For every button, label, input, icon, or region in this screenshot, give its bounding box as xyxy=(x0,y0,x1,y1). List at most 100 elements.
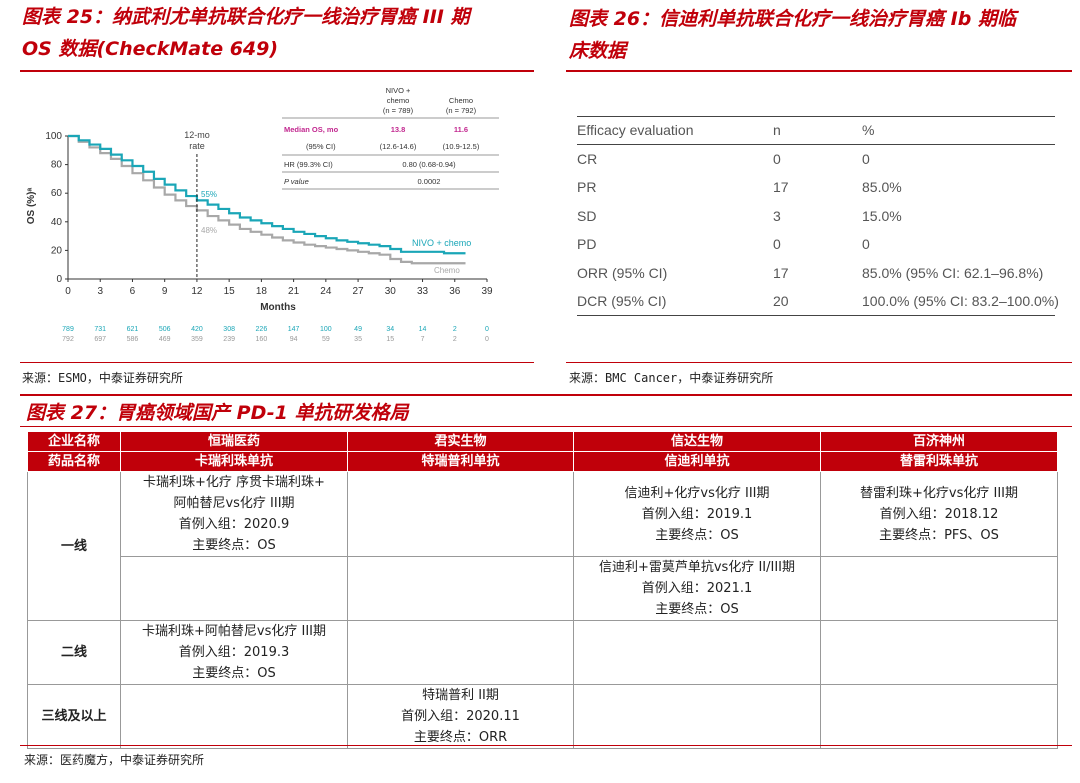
junshi-first-line-cell-b xyxy=(347,556,574,621)
km-x-tick-label: 12 xyxy=(191,286,203,297)
col-nivo-1: NIVO + xyxy=(386,86,411,95)
xinda-first-line-cell-b: 信迪利+雷莫芦单抗vs化疗 II/III期 首例入组：2021.1 主要终点：O… xyxy=(573,556,821,621)
at-risk-chemo: 94 xyxy=(290,336,298,343)
efficacy-top-rule xyxy=(577,116,1055,117)
trial-text: 首例入组：2020.11 xyxy=(401,709,520,724)
km-chemo-curve xyxy=(68,134,466,265)
fig25-title-line2: OS 数据(CheckMate 649) xyxy=(22,38,279,60)
efficacy-cell: 0 xyxy=(862,150,870,167)
company-header: 企业名称 xyxy=(27,431,121,452)
hr-value: 0.80 (0.68-0.94) xyxy=(402,160,456,169)
trial-text: 信迪利+雷莫芦单抗vs化疗 II/III期 xyxy=(598,560,796,575)
baiji-first-line-cell: 替雷利珠+化疗vs化疗 III期 首例入组：2018.12 主要终点：PFS、O… xyxy=(820,471,1058,557)
at-risk-chemo: 792 xyxy=(62,336,74,343)
efficacy-row-orr: ORR (95% CI) 17 85.0% (95% CI: 62.1–96.8… xyxy=(577,259,1055,288)
km-lines xyxy=(68,134,466,265)
at-risk-chemo: 160 xyxy=(256,336,268,343)
first-line-label: 一线 xyxy=(27,471,121,621)
efficacy-table: Efficacy evaluation n % CR 0 0 PR 17 85.… xyxy=(577,116,1059,316)
efficacy-row-cr: CR 0 0 xyxy=(577,145,1055,174)
trial-text: 卡瑞利珠+化疗 序贯卡瑞利珠+ xyxy=(143,475,325,490)
at-risk-nivo: 2 xyxy=(453,326,457,333)
km-summary-table: NIVO + chemo (n = 789) Chemo (n = 792) M… xyxy=(282,86,499,190)
ci-nivo: (12.6-14.6) xyxy=(380,142,417,151)
efficacy-cell: 85.0% xyxy=(862,179,902,195)
km-x-tick-label: 6 xyxy=(130,286,136,297)
efficacy-row-sd: SD 3 15.0% xyxy=(577,202,1055,231)
at-risk-nivo: 420 xyxy=(191,326,203,333)
km-x-tick-label: 24 xyxy=(320,286,332,297)
km-pct-chemo: 48% xyxy=(201,226,217,235)
efficacy-cell: ORR (95% CI) xyxy=(577,264,668,281)
xinda-second-line-cell xyxy=(573,620,821,685)
trial-text: 替雷利珠+化疗vs化疗 III期 xyxy=(860,485,1018,501)
drug-camrelizumab: 卡瑞利珠单抗 xyxy=(120,451,348,472)
at-risk-nivo: 0 xyxy=(485,326,489,333)
first-line-row-b: 信迪利+雷莫芦单抗vs化疗 II/III期 首例入组：2021.1 主要终点：O… xyxy=(28,556,1058,621)
trial-text: 主要终点：OS xyxy=(192,666,276,681)
km-y-tick-label: 80 xyxy=(51,160,63,171)
km-x-tick-label: 33 xyxy=(417,286,429,297)
company-xinda: 信达生物 xyxy=(573,431,821,452)
at-risk-nivo: 147 xyxy=(288,326,300,333)
efficacy-row-pd: PD 0 0 xyxy=(577,230,1055,259)
landscape-drug-row: 药品名称 卡瑞利珠单抗 特瑞普利单抗 信迪利单抗 替雷利珠单抗 xyxy=(27,451,1058,472)
drug-sintilimab: 信迪利单抗 xyxy=(573,451,821,472)
km-y-tick-label: 60 xyxy=(51,188,63,199)
trial-text: 阿帕替尼vs化疗 III期 xyxy=(173,496,295,511)
fig27-title-rule xyxy=(20,426,1072,427)
efficacy-cell: PR xyxy=(577,179,597,195)
efficacy-header-pct: % xyxy=(862,122,875,138)
efficacy-cell: 20 xyxy=(773,293,789,309)
efficacy-cell: SD xyxy=(577,207,597,224)
km-x-tick-label: 36 xyxy=(449,286,461,297)
at-risk-chemo: 35 xyxy=(354,336,362,343)
median-label: Median OS, mo xyxy=(284,125,339,134)
fig27-source-rule xyxy=(20,745,1072,746)
km-x-tick-label: 18 xyxy=(256,286,268,297)
fig27-source: 来源：医药魔方，中泰证券研究所 xyxy=(24,753,205,767)
efficacy-cell: 0 xyxy=(862,236,870,252)
at-risk-chemo: 359 xyxy=(191,336,203,343)
km-y-tick-label: 20 xyxy=(51,245,63,256)
km-x-tick-label: 3 xyxy=(97,286,103,297)
trial-text: 主要终点：OS xyxy=(655,602,739,617)
hengrui-second-line-cell: 卡瑞利珠+阿帕替尼vs化疗 III期 首例入组：2019.3 主要终点：OS xyxy=(120,620,348,685)
median-chemo: 11.6 xyxy=(454,125,468,134)
fig26-rule xyxy=(566,70,1072,72)
km-legend-nivo: NIVO + chemo xyxy=(412,238,471,248)
km-x-tick-label: 27 xyxy=(353,286,365,297)
xinda-third-line-cell xyxy=(573,684,821,749)
at-risk-chemo: 59 xyxy=(322,336,330,343)
drug-toripalimab: 特瑞普利单抗 xyxy=(347,451,574,472)
junshi-second-line-cell xyxy=(347,620,574,685)
ci-chemo: (10.9-12.5) xyxy=(443,142,480,151)
p-value: 0.0002 xyxy=(418,177,441,186)
fig26-source-rule xyxy=(566,362,1072,363)
baiji-first-line-cell-b xyxy=(820,556,1058,621)
km-12mo-label-1: 12-mo xyxy=(184,130,210,140)
km-x-tick-label: 21 xyxy=(288,286,300,297)
trial-text: 首例入组：2020.9 xyxy=(178,517,290,532)
efficacy-cell: 100.0% (95% CI: 83.2–100.0%) xyxy=(862,293,1059,309)
efficacy-header-evaluation: Efficacy evaluation xyxy=(577,122,694,138)
fig25-source-rule xyxy=(20,362,534,363)
efficacy-cell: 17 xyxy=(773,264,789,281)
km-x-tick-label: 9 xyxy=(162,286,168,297)
at-risk-chemo: 0 xyxy=(485,336,489,343)
fig25-rule xyxy=(20,70,534,72)
trial-text: 卡瑞利珠+阿帕替尼vs化疗 III期 xyxy=(142,624,326,639)
fig27-title: 图表 27：胃癌领域国产 PD-1 单抗研发格局 xyxy=(26,402,409,424)
trial-text: 特瑞普利 II期 xyxy=(422,688,499,703)
at-risk-nivo: 506 xyxy=(159,326,171,333)
at-risk-nivo: 226 xyxy=(256,326,268,333)
fig26-title-line2: 床数据 xyxy=(569,40,627,62)
third-line-label: 三线及以上 xyxy=(27,684,121,749)
fig25-title-line1: 图表 25：纳武利尤单抗联合化疗一线治疗胃癌 III 期 xyxy=(22,6,470,28)
efficacy-row-pr: PR 17 85.0% xyxy=(577,173,1055,202)
trial-text: 主要终点：OS xyxy=(192,538,276,553)
efficacy-cell: DCR (95% CI) xyxy=(577,293,667,309)
at-risk-nivo: 100 xyxy=(320,326,332,333)
